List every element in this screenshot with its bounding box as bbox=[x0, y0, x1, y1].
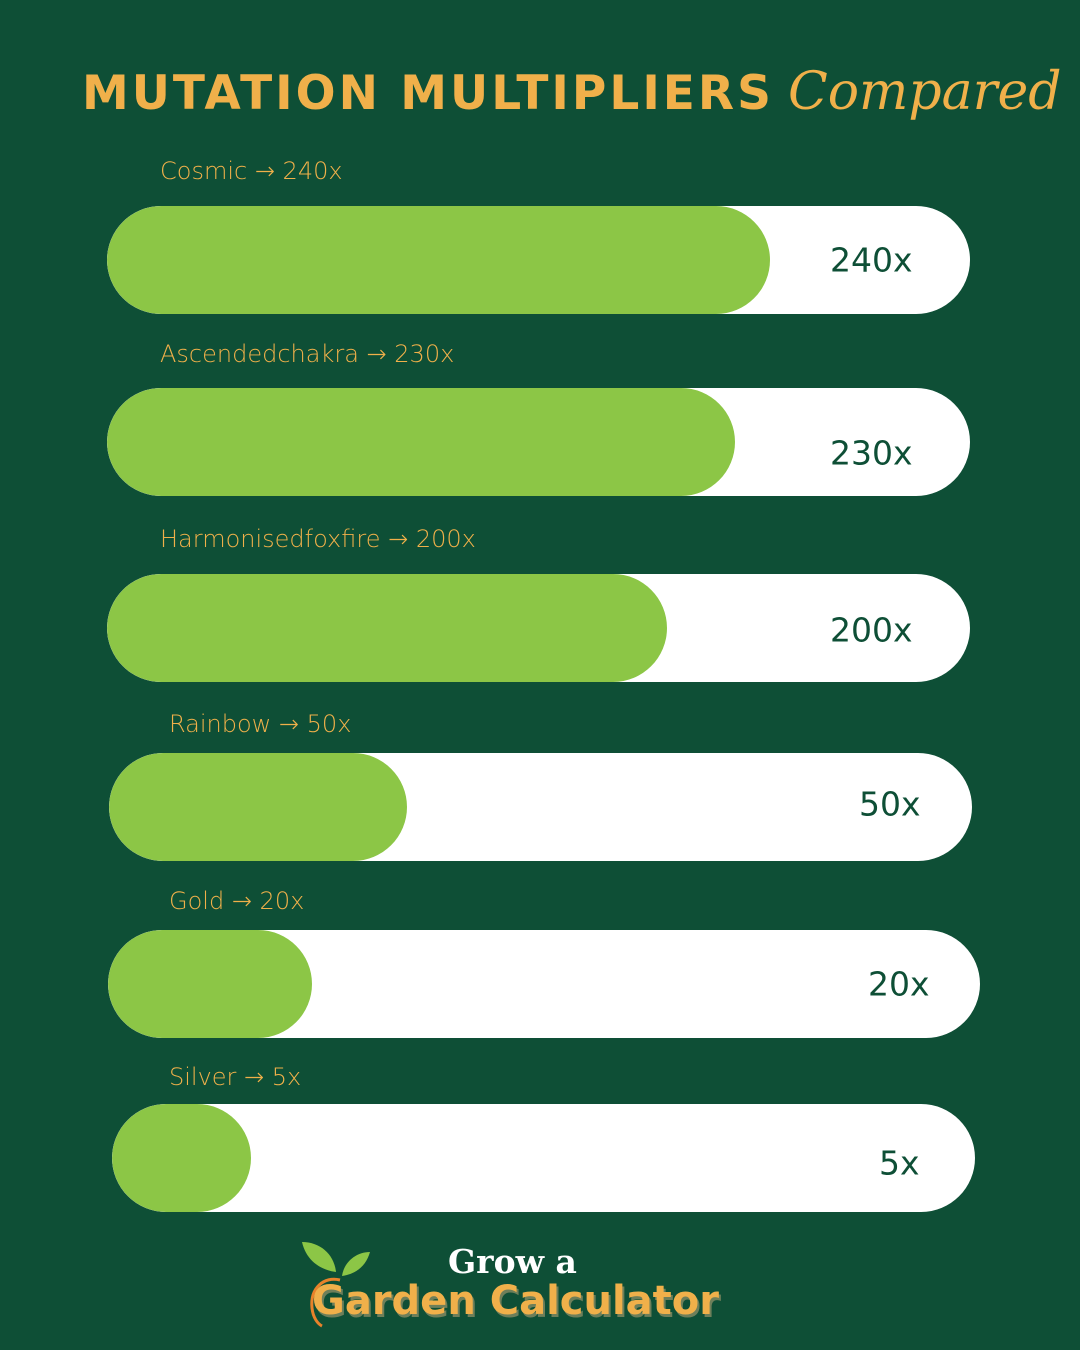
title-main: MUTATION MULTIPLIERS bbox=[82, 66, 774, 121]
bar-fill bbox=[107, 574, 667, 682]
bar-value: 50x bbox=[859, 784, 921, 824]
bar-value: 200x bbox=[830, 610, 913, 650]
bar-value: 20x bbox=[868, 964, 930, 1004]
bar-label-harmonisedfoxfire: Harmonisedfoxfire → 200x bbox=[160, 525, 476, 553]
bar-value: 240x bbox=[830, 240, 913, 280]
bar-label-silver: Silver → 5x bbox=[169, 1063, 302, 1091]
bar-label-ascendedchakra: Ascendedchakra → 230x bbox=[160, 340, 455, 368]
logo-line2: Garden Calculator bbox=[312, 1278, 719, 1324]
title-script: Compared bbox=[787, 62, 1062, 122]
chart-title: MUTATION MULTIPLIERS Compared bbox=[82, 62, 1062, 122]
bar-value: 5x bbox=[879, 1143, 920, 1183]
bar-silver: 5x bbox=[112, 1104, 975, 1212]
bar-label-gold: Gold → 20x bbox=[169, 887, 305, 915]
leaf-icon bbox=[302, 1242, 370, 1328]
bar-value: 230x bbox=[830, 433, 913, 473]
bar-gold: 20x bbox=[108, 930, 980, 1038]
logo-line1: Grow a bbox=[448, 1242, 577, 1281]
bar-harmonisedfoxfire: 200x bbox=[107, 574, 970, 682]
brand-logo: Grow a Garden Calculator bbox=[300, 1240, 760, 1330]
bar-fill bbox=[107, 206, 770, 314]
bar-ascendedchakra: 230x bbox=[107, 388, 970, 496]
bar-fill bbox=[109, 753, 407, 861]
bar-cosmic: 240x bbox=[107, 206, 970, 314]
bar-fill bbox=[108, 930, 312, 1038]
bar-fill bbox=[107, 388, 735, 496]
bar-label-rainbow: Rainbow → 50x bbox=[169, 710, 352, 738]
bar-fill bbox=[112, 1104, 251, 1212]
bar-label-cosmic: Cosmic → 240x bbox=[160, 157, 343, 185]
bar-rainbow: 50x bbox=[109, 753, 972, 861]
